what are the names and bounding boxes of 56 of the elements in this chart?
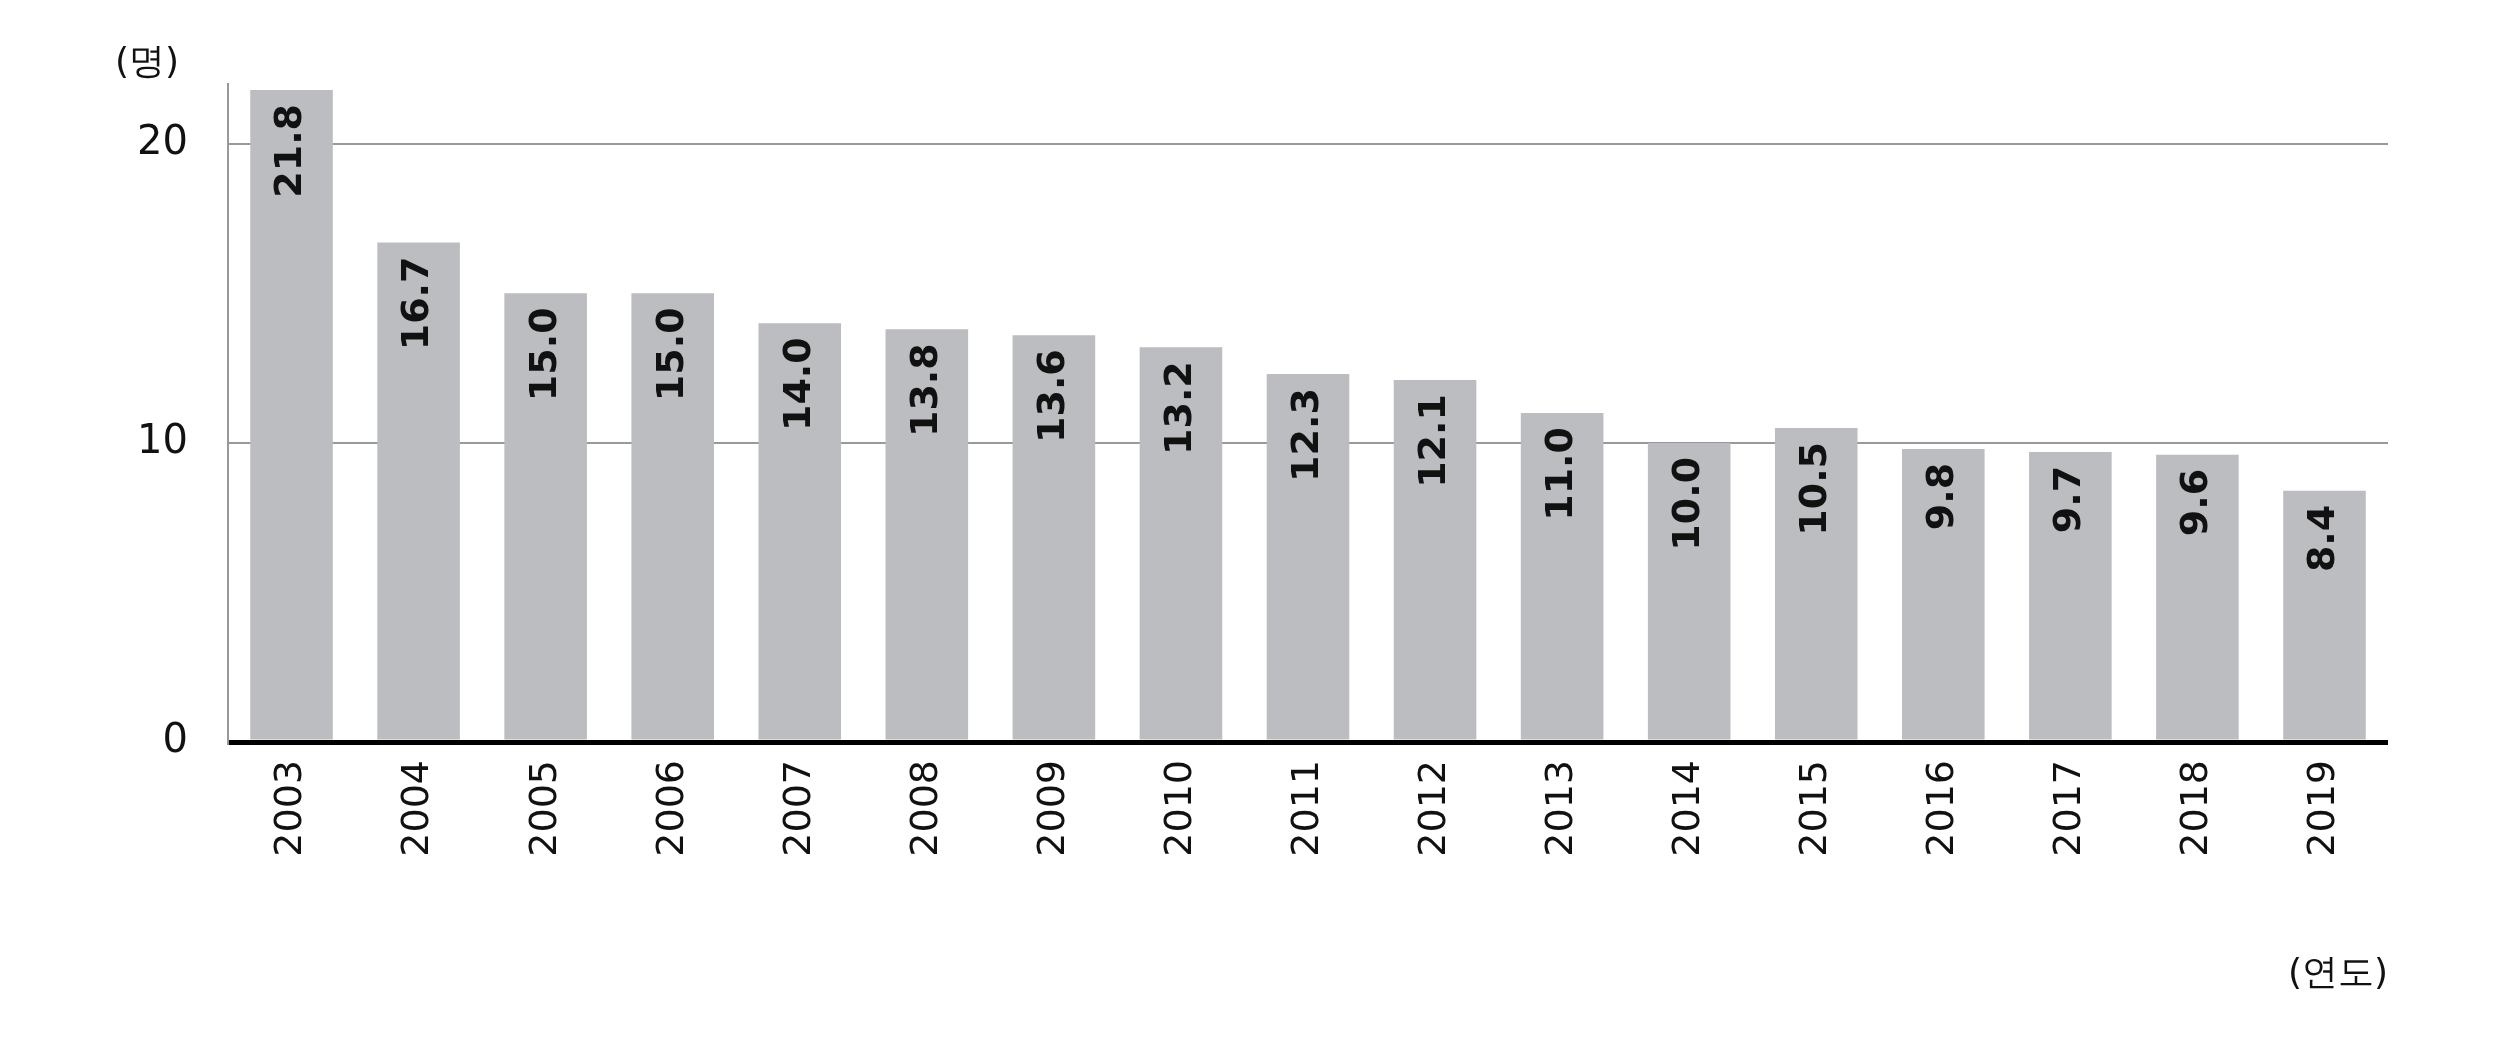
- data-label: 13.2: [1155, 361, 1200, 455]
- x-tick-label: 2004: [393, 760, 438, 857]
- bar: [1520, 413, 1604, 740]
- bar: [504, 293, 587, 740]
- data-label: 9.7: [2045, 465, 2090, 534]
- x-tick-label: 2012: [1409, 760, 1454, 857]
- x-tick-label: 2008: [901, 760, 946, 857]
- data-label: 16.7: [393, 256, 438, 351]
- y-tick-label: 20: [137, 117, 188, 164]
- bar: [1139, 347, 1223, 740]
- bar: [1393, 380, 1477, 740]
- x-tick-label: 2013: [1536, 760, 1581, 857]
- data-label: 12.3: [1282, 388, 1327, 482]
- bar: [377, 242, 460, 740]
- bar: [250, 89, 333, 740]
- x-tick-label: 2019: [2299, 760, 2344, 857]
- data-label: 15.0: [647, 307, 692, 402]
- y-tick-label: 10: [137, 416, 188, 463]
- data-label: 12.1: [1409, 394, 1454, 488]
- x-tick-label: 2006: [647, 760, 692, 857]
- bar: [1902, 448, 1985, 740]
- data-label: 11.0: [1536, 427, 1581, 521]
- data-label: 13.6: [1028, 349, 1073, 443]
- bar: [631, 293, 714, 740]
- data-label: 13.8: [901, 343, 946, 438]
- data-label: 10.0: [1664, 456, 1709, 551]
- x-tick-label: 2010: [1155, 760, 1200, 857]
- data-label: 9.6: [2172, 468, 2217, 537]
- x-tick-label: 2009: [1028, 760, 1073, 857]
- x-tick-label: 2018: [2172, 760, 2217, 857]
- x-tick-label: 2007: [774, 760, 819, 857]
- bar: [758, 323, 842, 740]
- bar: [885, 329, 969, 740]
- x-tick-label: 2016: [1918, 760, 1963, 857]
- data-label: 10.5: [1791, 441, 1836, 536]
- bar: [1647, 442, 1731, 740]
- bar: [2156, 454, 2239, 740]
- x-tick-label: 2005: [520, 760, 565, 857]
- x-tick-label: 2011: [1282, 760, 1327, 857]
- x-tick-label: 2017: [2045, 760, 2090, 857]
- x-tick-label: 2003: [266, 760, 311, 857]
- bar: [2029, 451, 2112, 740]
- x-axis-title: (연도): [2287, 951, 2388, 993]
- data-label: 14.0: [774, 337, 819, 432]
- y-tick-label: 0: [162, 715, 188, 762]
- data-label: 8.4: [2299, 504, 2344, 573]
- x-tick-label: 2014: [1664, 760, 1709, 857]
- bar: [1012, 335, 1096, 740]
- x-tick-label: 2015: [1791, 760, 1836, 857]
- data-label: 9.8: [1918, 462, 1963, 531]
- y-axis-title: (명): [115, 40, 180, 82]
- data-label: 21.8: [266, 103, 311, 198]
- bar: [1266, 374, 1350, 740]
- data-label: 15.0: [520, 307, 565, 402]
- bar: [1774, 427, 1858, 740]
- bar: [2283, 490, 2366, 740]
